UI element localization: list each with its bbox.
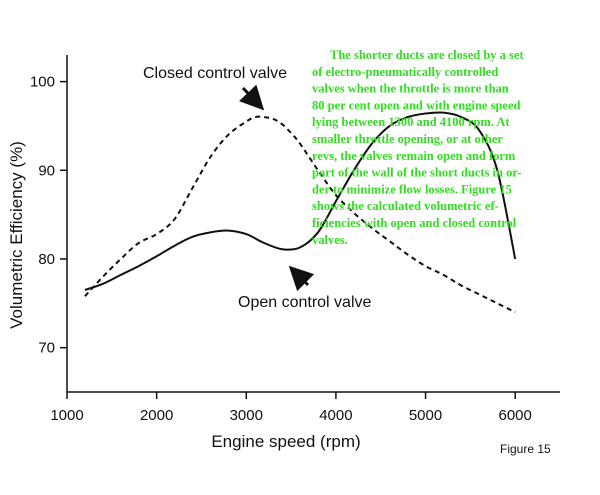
open-valve-arrow — [288, 265, 315, 292]
y-tick-label-80: 80 — [38, 251, 55, 268]
x-tick-label-6000: 6000 — [498, 407, 531, 424]
tick-labels: 1000 2000 3000 4000 5000 6000 70 80 90 100 — [30, 74, 532, 424]
x-tick-label-5000: 5000 — [409, 407, 442, 424]
x-tick-label-3000: 3000 — [230, 407, 263, 424]
x-axis-title: Engine speed (rpm) — [211, 432, 360, 451]
note-line-3: valves when the throttle is more than — [312, 82, 509, 96]
note-line-10: shows the calculated volumetric ef- — [312, 199, 499, 213]
note-line-9: der to minimize flow losses. Figure 15 — [312, 182, 512, 196]
x-tick-label-1000: 1000 — [50, 407, 83, 424]
open-valve-annotation: Open control valve — [238, 294, 372, 311]
figure-label: Figure 15 — [500, 442, 551, 456]
closed-valve-arrow — [238, 84, 265, 111]
note-line-5: lying between 1300 and 4100 rpm. At — [312, 115, 510, 129]
closed-valve-annotation: Closed control valve — [143, 65, 287, 82]
series-lines — [84, 111, 517, 314]
note-line-1: The shorter ducts are closed by a set — [330, 48, 524, 62]
note-line-6: smaller throttle opening, or at other — [312, 132, 503, 146]
note-line-4: 80 per cent open and with engine speed — [312, 98, 521, 112]
y-tick-label-100: 100 — [30, 74, 55, 91]
y-tick-label-90: 90 — [38, 162, 55, 179]
note-line-7: revs, the valves remain open and form — [312, 149, 516, 163]
note-line-11: ficiencies with open and closed control — [312, 216, 517, 230]
axes — [66, 55, 560, 393]
note-line-8: part of the wall of the short ducts in o… — [312, 166, 522, 180]
y-axis-title: Volumetric Efficiency (%) — [7, 141, 26, 329]
y-tick-label-70: 70 — [38, 340, 55, 357]
series-line-open-control-valve — [84, 111, 517, 291]
note-line-12: valves. — [312, 233, 348, 247]
ticks — [60, 80, 516, 399]
x-tick-label-2000: 2000 — [140, 407, 173, 424]
note-line-2: of electro-pneumatically controlled — [312, 65, 498, 79]
x-tick-label-4000: 4000 — [319, 407, 352, 424]
green-note-text: The shorter ducts are closed by a set of … — [312, 48, 524, 247]
